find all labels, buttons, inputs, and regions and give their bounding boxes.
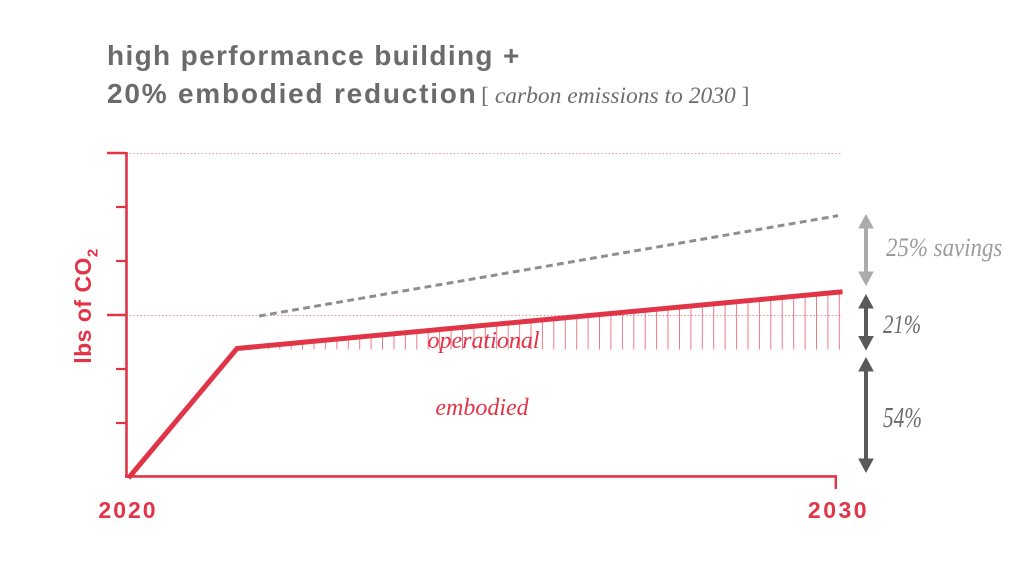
svg-text:lbs of CO2: lbs of CO2 [70,248,102,364]
